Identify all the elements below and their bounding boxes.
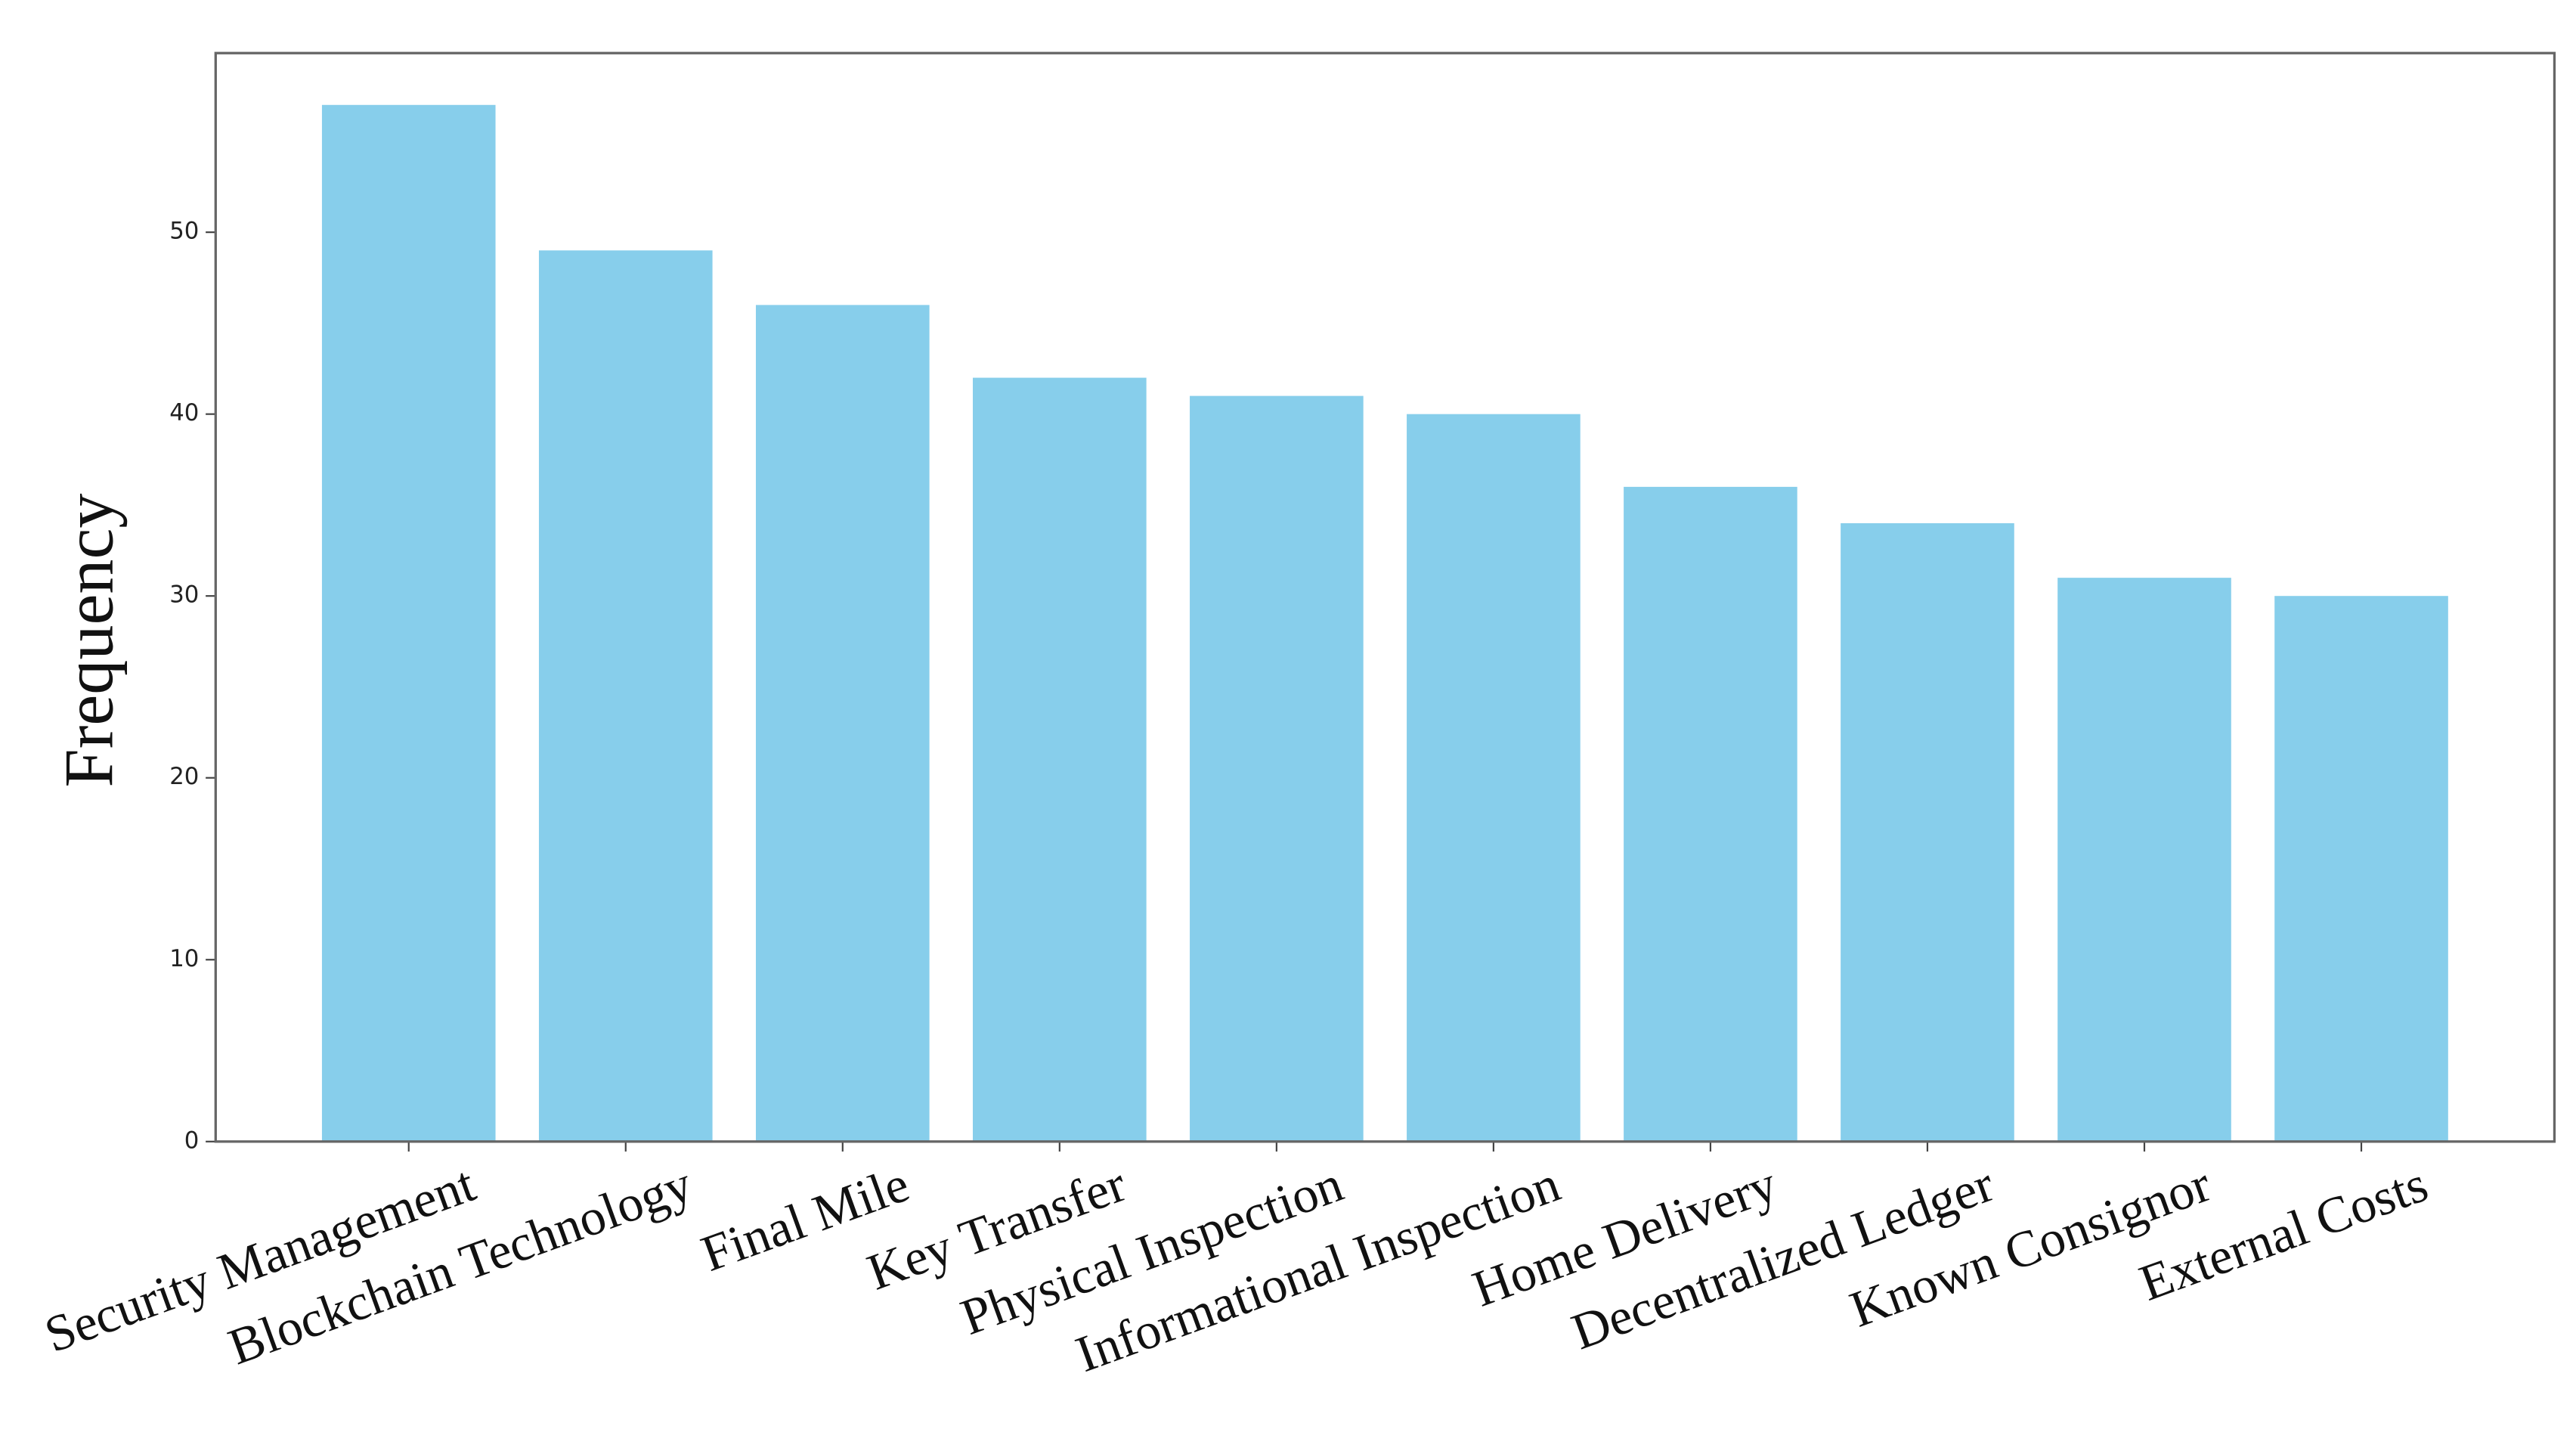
bar — [2274, 596, 2448, 1142]
y-tick-label: 10 — [169, 945, 199, 972]
bar — [755, 305, 930, 1142]
bar — [321, 104, 496, 1142]
bar — [538, 250, 713, 1142]
bar — [973, 377, 1147, 1142]
bar — [1407, 414, 1581, 1142]
bar — [2057, 578, 2231, 1142]
y-tick-label: 50 — [169, 218, 199, 245]
y-tick-label: 40 — [169, 399, 199, 426]
y-tick-label: 30 — [169, 581, 199, 609]
bar — [1624, 486, 1797, 1142]
y-tick-label: 20 — [169, 763, 199, 790]
y-axis-label: Frequency — [50, 494, 127, 788]
bar — [1841, 522, 2014, 1142]
bar — [1190, 395, 1364, 1142]
y-tick-label: 0 — [184, 1127, 200, 1154]
plot-frame — [214, 51, 2556, 1143]
